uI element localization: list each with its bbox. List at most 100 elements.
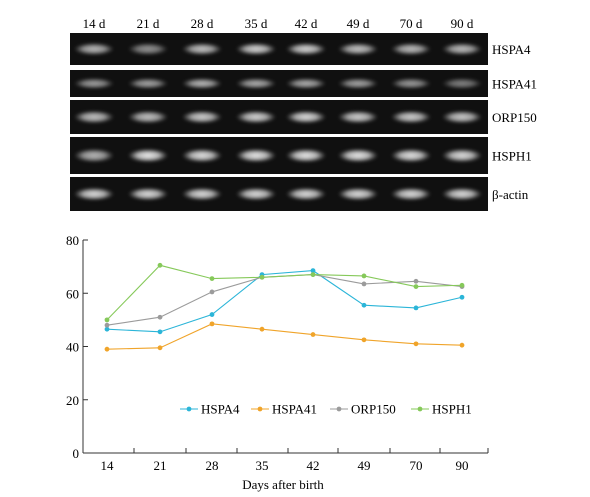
- gel-row: [70, 137, 488, 174]
- data-point: [310, 268, 316, 274]
- x-tick-label: 90: [456, 458, 469, 473]
- gel-band: [442, 148, 482, 163]
- lane-label: 90 d: [451, 16, 474, 31]
- lane-label: 70 d: [400, 16, 423, 31]
- gel-band: [338, 110, 378, 124]
- gel-band: [442, 43, 482, 55]
- data-point: [157, 329, 163, 335]
- gel-band: [286, 110, 326, 124]
- legend-swatch-marker: [336, 406, 342, 412]
- legend-swatch-marker: [186, 406, 192, 412]
- gel-row-label: HSPH1: [492, 149, 532, 164]
- gel-band: [391, 110, 431, 124]
- data-point: [157, 262, 163, 268]
- gel-band: [74, 187, 114, 201]
- gel-row: [70, 100, 488, 134]
- gel-band: [128, 110, 168, 124]
- gel-band: [182, 187, 222, 201]
- data-point: [259, 274, 265, 280]
- data-point: [310, 272, 316, 278]
- x-tick-label: 28: [206, 458, 219, 473]
- gel-band: [236, 43, 276, 55]
- y-tick-label: 0: [73, 446, 80, 461]
- y-tick-label: 20: [66, 393, 79, 408]
- data-point: [104, 317, 110, 323]
- series-line: [106, 264, 463, 321]
- line-chart: 0 20 40 60 80 14 21 28 35 42 49 70 90 HSPA4 HSPA41 ORP…: [66, 233, 489, 492]
- gel-band: [286, 78, 326, 89]
- gel-band: [338, 43, 378, 55]
- x-tick-label: 70: [410, 458, 423, 473]
- chart-series: [104, 262, 465, 352]
- gel-band: [286, 187, 326, 201]
- legend-label: HSPA41: [272, 402, 317, 417]
- x-tick-label: 35: [256, 458, 269, 473]
- gel-row-label: ORP150: [492, 110, 537, 125]
- gel-band: [74, 43, 114, 55]
- lane-label: 35 d: [245, 16, 268, 31]
- gel-row-label: HSPA4: [492, 42, 531, 57]
- data-point: [459, 342, 465, 348]
- lane-label: 28 d: [191, 16, 214, 31]
- series-hsph1: [104, 262, 465, 323]
- gel-band: [236, 78, 276, 89]
- legend-label: HSPH1: [432, 402, 472, 417]
- gel-band: [74, 110, 114, 124]
- gel-lane-labels: 14 d 21 d 28 d 35 d 42 d 49 d 70 d 90 d: [83, 16, 474, 31]
- chart-legend: HSPA4 HSPA41 ORP150 HSPH1: [180, 402, 472, 417]
- data-point: [104, 322, 110, 328]
- x-tick-label: 14: [101, 458, 115, 473]
- gel-band: [128, 43, 168, 55]
- x-tick-label: 49: [358, 458, 371, 473]
- gel-band: [74, 78, 114, 89]
- gel-band: [442, 110, 482, 124]
- data-point: [104, 326, 110, 332]
- data-point: [209, 276, 215, 282]
- data-point: [413, 341, 419, 347]
- gel-row-labels: HSPA4 HSPA41 ORP150 HSPH1 β-actin: [492, 42, 537, 202]
- gel-band: [442, 187, 482, 201]
- data-point: [209, 312, 215, 317]
- gel-band: [391, 43, 431, 55]
- data-point: [104, 346, 110, 352]
- gel-band: [391, 187, 431, 201]
- legend-item: ORP150: [330, 402, 396, 417]
- legend-swatch-marker: [257, 406, 263, 412]
- gel-band: [442, 78, 482, 89]
- data-point: [310, 332, 316, 337]
- gel-band: [128, 78, 168, 89]
- data-point: [413, 278, 419, 284]
- series-line: [106, 270, 463, 333]
- gel-band: [236, 148, 276, 163]
- data-point: [361, 337, 367, 343]
- data-point: [209, 321, 215, 327]
- x-tick-label: 42: [307, 458, 320, 473]
- series-line: [106, 323, 463, 350]
- y-tick-label: 40: [66, 340, 79, 355]
- chart-axes: 0 20 40 60 80 14 21 28 35 42 49 70 90: [66, 233, 489, 473]
- gel-row: [70, 70, 488, 97]
- x-tick-label: 21: [154, 458, 167, 473]
- legend-swatch-marker: [417, 406, 423, 412]
- legend-label: HSPA4: [201, 402, 240, 417]
- legend-label: ORP150: [351, 402, 396, 417]
- gel-band: [128, 148, 168, 163]
- gel-band: [236, 187, 276, 201]
- gel-band: [391, 78, 431, 89]
- gel-image: [70, 33, 488, 211]
- data-point: [413, 305, 419, 311]
- gel-band: [391, 148, 431, 163]
- gel-band: [182, 110, 222, 124]
- gel-band: [182, 148, 222, 163]
- gel-band: [338, 187, 378, 201]
- gel-row-label: HSPA41: [492, 77, 537, 92]
- gel-row-label: β-actin: [492, 187, 529, 202]
- lane-label: 49 d: [347, 16, 370, 31]
- gel-band: [74, 148, 114, 163]
- series-orp150: [104, 272, 465, 328]
- data-point: [361, 273, 367, 279]
- gel-band: [338, 78, 378, 89]
- legend-item: HSPH1: [411, 402, 472, 417]
- y-tick-label: 80: [66, 233, 79, 248]
- gel-band: [182, 78, 222, 89]
